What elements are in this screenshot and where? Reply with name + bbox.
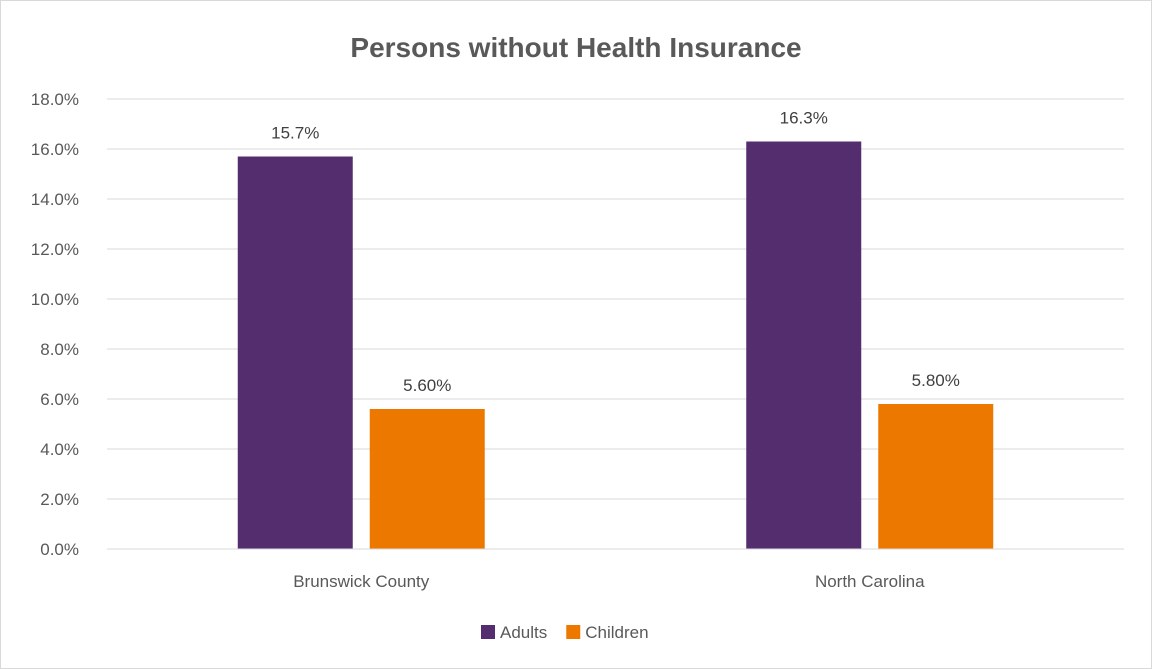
x-axis: Brunswick County North Carolina xyxy=(107,548,1124,591)
x-tick-label: Brunswick County xyxy=(293,572,430,591)
y-tick-label: 16.0% xyxy=(31,140,79,159)
y-tick-label: 6.0% xyxy=(40,390,79,409)
y-tick-label: 12.0% xyxy=(31,240,79,259)
bars: 15.7% 5.60% 16.3% 5.80% xyxy=(237,109,994,549)
y-tick-label: 2.0% xyxy=(40,490,79,509)
data-label: 15.7% xyxy=(271,124,319,143)
bar-adults xyxy=(237,156,353,549)
bar-children xyxy=(369,409,485,549)
legend-label-children: Children xyxy=(585,623,648,642)
legend: Adults Children xyxy=(481,623,649,642)
y-tick-label: 10.0% xyxy=(31,290,79,309)
legend-label-adults: Adults xyxy=(500,623,547,642)
y-tick-label: 8.0% xyxy=(40,340,79,359)
data-label: 5.60% xyxy=(403,376,451,395)
y-tick-label: 14.0% xyxy=(31,190,79,209)
y-tick-label: 18.0% xyxy=(31,90,79,109)
data-label: 5.80% xyxy=(912,371,960,390)
y-tick-label: 0.0% xyxy=(40,540,79,559)
y-axis: 0.0% 2.0% 4.0% 6.0% 8.0% 10.0% 12.0% 14.0% 16.0%… xyxy=(31,90,79,559)
bar-children xyxy=(878,404,994,549)
legend-swatch-adults xyxy=(481,625,495,639)
data-label: 16.3% xyxy=(780,109,828,128)
y-tick-label: 4.0% xyxy=(40,440,79,459)
bar-adults xyxy=(746,141,862,549)
chart-title: Persons without Health Insurance xyxy=(350,32,801,63)
x-tick-label: North Carolina xyxy=(815,572,925,591)
legend-swatch-children xyxy=(566,625,581,639)
